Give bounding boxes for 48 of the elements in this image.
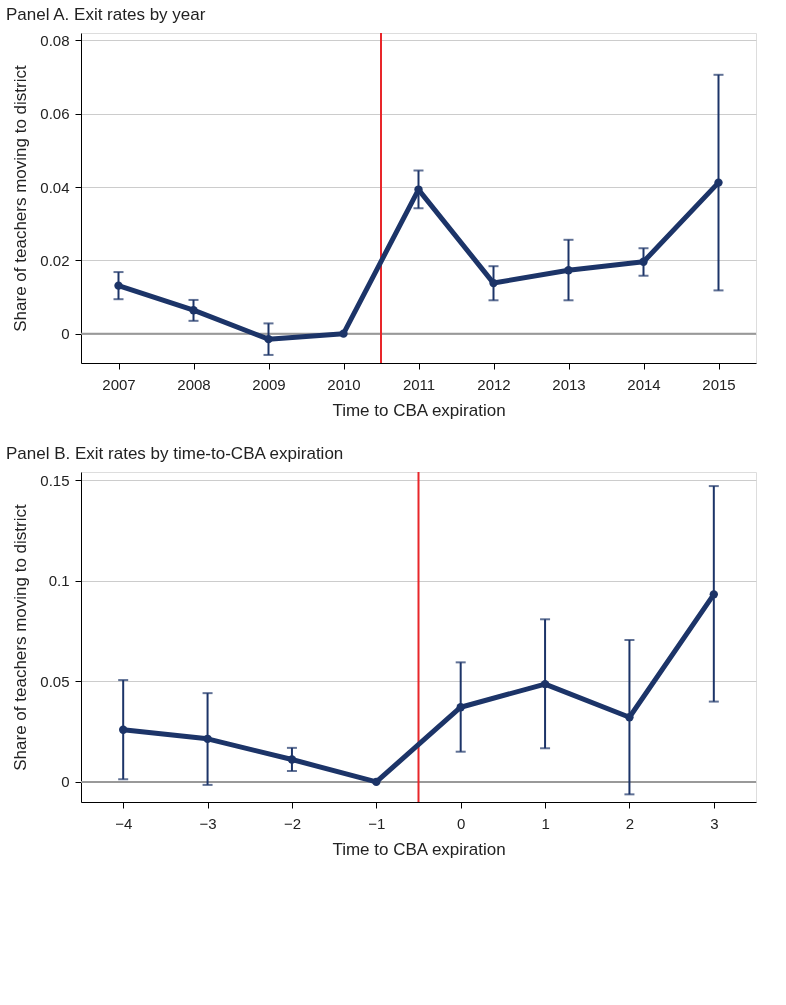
point — [372, 777, 381, 787]
point — [119, 725, 128, 734]
x-tick-label: 2 — [625, 814, 635, 832]
x-tick-label: 2008 — [177, 375, 211, 393]
point — [625, 713, 634, 722]
x-tick-label: 2015 — [702, 375, 736, 393]
x-tick-label: 2014 — [627, 375, 661, 393]
point — [287, 755, 297, 764]
y-tick-label: 0.06 — [40, 105, 70, 123]
x-tick-label: 2009 — [252, 375, 286, 393]
point — [489, 278, 498, 288]
chart-title: Panel A. Exit rates by year — [6, 5, 206, 24]
x-tick-label: 0 — [457, 814, 466, 832]
point — [456, 703, 465, 712]
x-tick-label: −1 — [368, 814, 386, 832]
x-tick-label: 2010 — [327, 375, 361, 393]
x-tick-label: 2013 — [552, 375, 586, 393]
point — [564, 266, 573, 275]
x-tick-label: 2012 — [477, 375, 511, 393]
point — [189, 306, 198, 315]
y-tick-label: 0 — [61, 773, 70, 791]
point — [639, 257, 648, 266]
y-tick-label: 0.02 — [40, 251, 70, 269]
point — [264, 334, 273, 344]
point — [114, 281, 123, 290]
point — [203, 734, 212, 743]
x-tick-label: −3 — [199, 814, 217, 832]
point — [714, 178, 723, 187]
y-axis-title: Share of teachers moving to district — [11, 65, 31, 332]
x-tick-label: 1 — [541, 814, 550, 832]
x-axis-title: Time to CBA expiration — [332, 400, 506, 420]
chart-title: Panel B. Exit rates by time-to-CBA expiration — [6, 444, 344, 463]
y-tick-label: 0.05 — [40, 672, 70, 690]
x-tick-label: −4 — [115, 814, 133, 832]
y-tick-label: 0.04 — [40, 178, 70, 196]
y-axis-title: Share of teachers moving to district — [11, 504, 31, 771]
y-tick-label: 0 — [61, 325, 70, 343]
y-tick-label: 0.15 — [40, 471, 70, 489]
point — [339, 329, 348, 338]
x-axis-title: Time to CBA expiration — [332, 839, 506, 859]
x-tick-label: 2011 — [402, 375, 436, 393]
point — [540, 679, 550, 689]
y-tick-label: 0.08 — [40, 31, 70, 49]
x-tick-label: 2007 — [102, 375, 136, 393]
x-tick-label: 3 — [710, 814, 719, 832]
point — [709, 590, 718, 599]
x-tick-label: −2 — [283, 814, 301, 832]
y-tick-label: 0.1 — [48, 572, 70, 590]
